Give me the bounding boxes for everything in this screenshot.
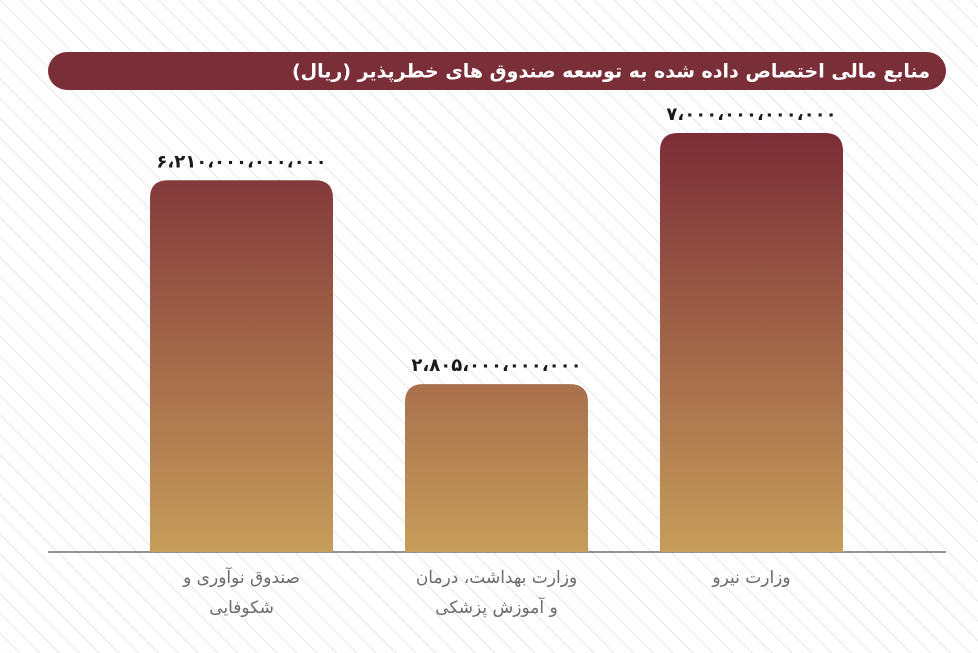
chart-title: منابع مالی اختصاص داده شده به توسعه صندو… <box>292 61 930 83</box>
bar <box>150 180 333 552</box>
value-label: ۶،۲۱۰،۰۰۰،۰۰۰،۰۰۰ <box>156 151 326 172</box>
bar <box>405 384 588 552</box>
category-label: صندوق نوآوری و شکوفایی <box>183 568 300 618</box>
bar <box>660 133 843 552</box>
title-bar <box>48 52 946 90</box>
value-label: ۷،۰۰۰،۰۰۰،۰۰۰،۰۰۰ <box>666 104 836 125</box>
value-label: ۲،۸۰۵،۰۰۰،۰۰۰،۰۰۰ <box>411 355 581 376</box>
category-label: وزارت بهداشت، درمان و آموزش پزشکی <box>415 568 578 618</box>
category-label: وزارت نیرو <box>712 568 791 588</box>
